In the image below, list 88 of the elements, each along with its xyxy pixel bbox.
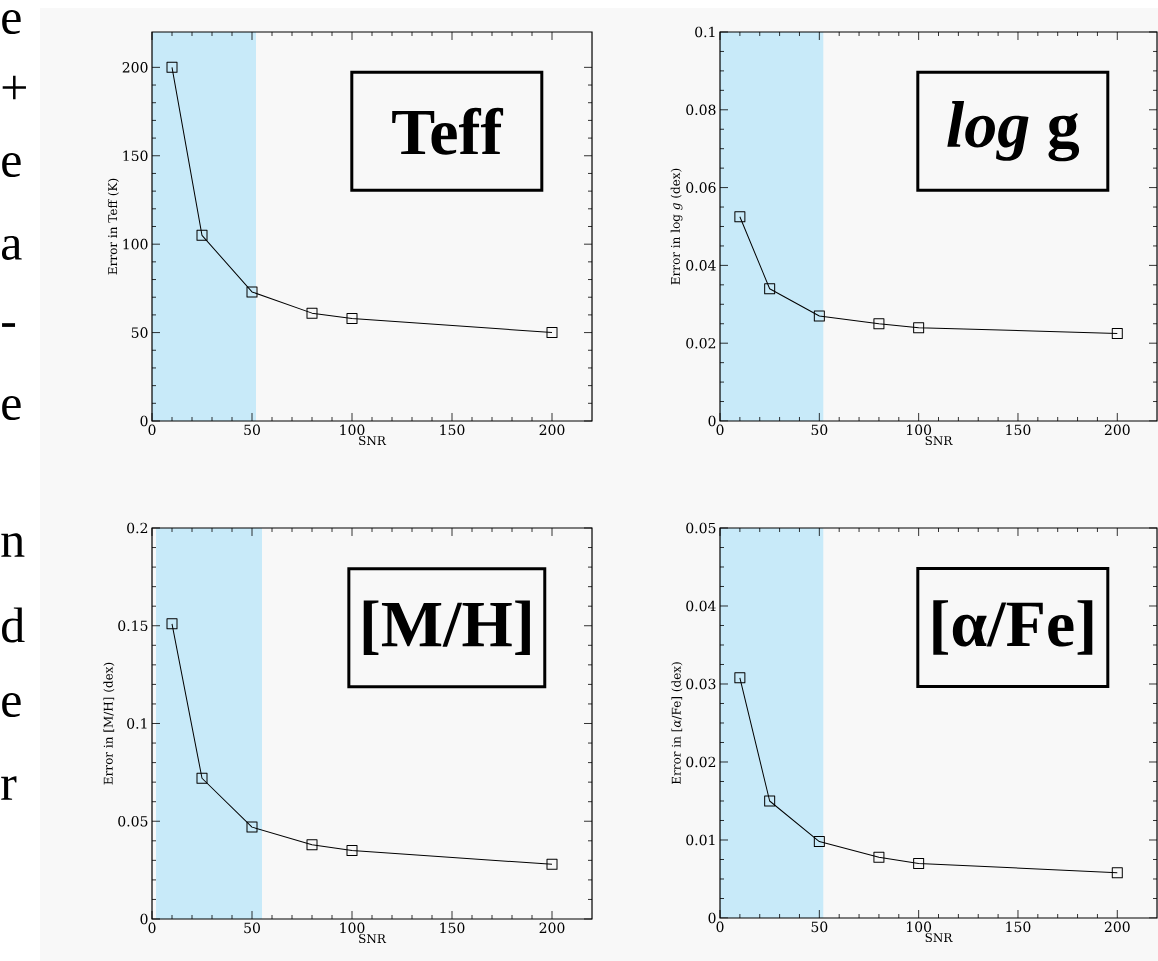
text: n	[1, 533, 25, 557]
x-tick-label: 150	[440, 922, 465, 934]
x-axis-title: SNR	[925, 435, 953, 446]
point	[913, 857, 925, 869]
x-tick-label: 100	[907, 424, 932, 436]
y-tick-label: 0.02	[686, 337, 716, 349]
y-tick-label: 0.03	[686, 678, 716, 690]
y-tick-label: 0.02	[686, 756, 716, 768]
y-tick-label: 0	[140, 415, 148, 427]
text: +	[2, 75, 26, 100]
x-tick-label: 0	[148, 922, 156, 934]
y-tick-label: 0.06	[686, 182, 716, 193]
y-tick-label: 0.1	[127, 718, 147, 729]
point	[306, 839, 318, 851]
x-axis-title: SNR	[359, 435, 387, 446]
point	[734, 672, 746, 684]
point	[873, 318, 885, 330]
point	[196, 772, 208, 784]
y-tick-label: 0	[708, 912, 716, 924]
y-tick-label: 200	[122, 62, 148, 73]
point	[166, 61, 178, 73]
x-tick-label: 50	[811, 921, 828, 933]
y-tick-label: 0.04	[686, 260, 716, 271]
y-tick-label: 0	[140, 913, 148, 925]
text: d	[2, 607, 25, 643]
y-axis-title: Error in Teff (K)	[107, 178, 119, 275]
y-tick-label: 150	[123, 150, 148, 162]
point	[813, 836, 825, 848]
text: r	[1, 776, 17, 800]
point	[346, 312, 358, 324]
annotation: log g	[947, 101, 1080, 162]
x-tick-label: 100	[907, 921, 932, 933]
point	[913, 322, 925, 334]
point	[246, 821, 258, 833]
y-tick-label: 0	[708, 415, 716, 427]
y-axis-title: Error in [M/H] (dex)	[103, 662, 115, 785]
point	[306, 307, 318, 319]
x-tick-label: 200	[1104, 921, 1130, 933]
y-tick-label: 0.1	[695, 26, 715, 38]
x-tick-label: 50	[811, 424, 828, 436]
x-tick-label: 100	[340, 424, 365, 436]
x-tick-label: 50	[244, 922, 260, 934]
x-tick-label: 150	[1006, 921, 1031, 933]
point	[734, 211, 746, 223]
x-tick-label: 0	[716, 424, 724, 436]
y-tick-label: 0.2	[127, 522, 148, 534]
x-axis-title: SNR	[925, 932, 953, 943]
y-tick-label: 0.05	[118, 815, 148, 827]
annotation: Teff	[392, 107, 504, 155]
point	[813, 310, 825, 322]
point	[764, 795, 776, 807]
point	[246, 286, 258, 298]
x-tick-label: 50	[244, 424, 260, 436]
point	[346, 845, 358, 857]
point	[166, 618, 178, 630]
y-axis-title: Error in [α/Fe] (dex)	[671, 662, 683, 785]
y-tick-label: 0.08	[686, 104, 716, 116]
x-tick-label: 100	[340, 922, 365, 934]
y-tick-label: 0.05	[686, 522, 716, 534]
point	[764, 283, 776, 295]
x-tick-label: 200	[539, 424, 565, 436]
y-axis-title: Error in log g (dex)	[670, 168, 683, 285]
x-axis-title: SNR	[359, 933, 387, 944]
point	[1111, 867, 1123, 879]
text: e	[2, 152, 21, 178]
x-tick-label: 0	[716, 921, 724, 933]
point	[546, 327, 558, 339]
x-tick-label: 200	[1104, 424, 1130, 436]
text: e	[2, 395, 21, 421]
y-tick-label: 0.01	[686, 834, 715, 846]
x-tick-label: 150	[1006, 424, 1031, 436]
y-tick-label: 100	[123, 238, 148, 250]
text: e	[2, 9, 21, 35]
text: e	[2, 692, 21, 718]
text: -	[2, 323, 16, 327]
annotation: [α/Fe]	[933, 600, 1093, 655]
point	[873, 851, 885, 863]
y-tick-label: 0.04	[686, 600, 716, 612]
x-tick-label: 150	[440, 424, 465, 436]
annotation: [M/H]	[363, 600, 530, 656]
text: a	[1, 236, 22, 260]
point	[1111, 327, 1123, 339]
x-tick-label: 0	[148, 424, 156, 436]
y-tick-label: 50	[131, 327, 148, 338]
point	[196, 229, 208, 241]
x-tick-label: 200	[539, 922, 565, 934]
point	[546, 858, 558, 870]
y-tick-label: 0.15	[118, 620, 148, 632]
